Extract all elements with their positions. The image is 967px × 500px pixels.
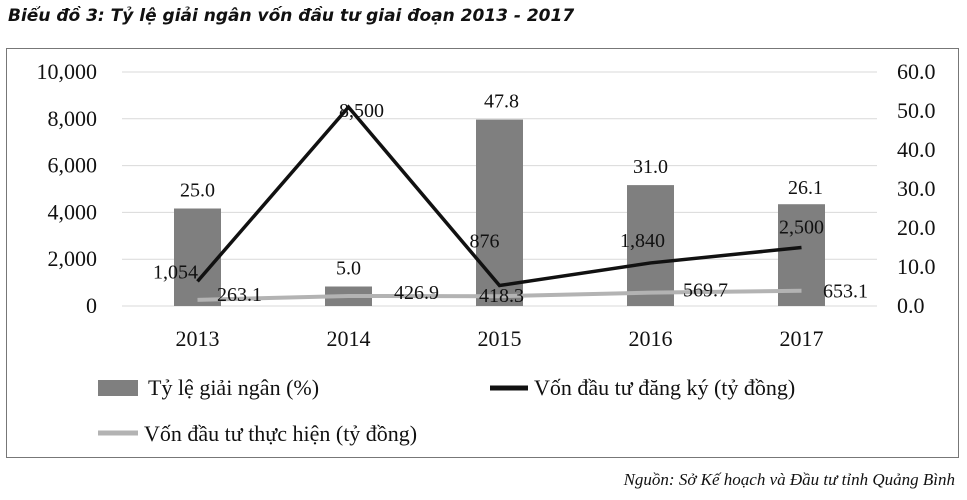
bar <box>627 185 674 306</box>
x-axis-tick-label: 2013 <box>176 326 220 351</box>
implemented-capital-line <box>197 288 802 302</box>
implemented-data-label: 263.1 <box>217 284 262 306</box>
bar-data-label: 25.0 <box>180 180 215 202</box>
x-axis-tick-label: 2017 <box>780 326 824 351</box>
legend-label-disbursement-rate: Tỷ lệ giải ngân (%) <box>148 375 319 400</box>
bar-data-label: 26.1 <box>788 177 823 199</box>
legend-label-registered-capital: Vốn đầu tư đăng ký (tỷ đồng) <box>534 375 795 400</box>
x-axis-tick-label: 2014 <box>327 326 371 351</box>
left-axis-tick-label: 10,000 <box>37 59 98 84</box>
implemented-data-label: 569.7 <box>683 280 728 302</box>
implemented-data-label: 653.1 <box>823 281 868 303</box>
x-axis-tick-label: 2015 <box>478 326 522 351</box>
bar-data-label: 47.8 <box>484 91 519 113</box>
combo-chart: 0 2,000 4,000 6,000 8,000 10,000 0.0 10.0 20.0 30… <box>37 59 936 446</box>
bar-data-label: 5.0 <box>336 258 361 280</box>
legend: Tỷ lệ giải ngân (%) Vốn đầu tư đăng ký (t… <box>98 375 795 446</box>
implemented-data-label: 426.9 <box>394 282 439 304</box>
x-axis-tick-label: 2016 <box>629 326 673 351</box>
source-note: Nguồn: Sở Kế hoạch và Đầu tư tỉnh Quảng … <box>623 470 955 489</box>
registered-data-label: 876 <box>470 231 500 253</box>
left-axis-tick-label: 4,000 <box>48 199 98 224</box>
bar <box>174 208 221 306</box>
right-axis-tick-label: 0.0 <box>897 293 925 318</box>
right-axis-tick-label: 10.0 <box>897 254 936 279</box>
registered-data-label: 8,500 <box>339 100 384 122</box>
axes: 0 2,000 4,000 6,000 8,000 10,000 0.0 10.0 20.0 30… <box>37 59 936 351</box>
right-axis-tick-label: 30.0 <box>897 176 936 201</box>
right-axis-tick-label: 60.0 <box>897 59 936 84</box>
registered-data-label: 1,840 <box>620 230 665 252</box>
line-series <box>196 104 802 302</box>
legend-label-implemented-capital: Vốn đầu tư thực hiện (tỷ đồng) <box>144 421 417 446</box>
right-axis-tick-label: 20.0 <box>897 215 936 240</box>
implemented-data-label: 418.3 <box>479 285 524 307</box>
left-axis-tick-label: 2,000 <box>48 246 98 271</box>
bar-data-label: 31.0 <box>633 156 668 178</box>
right-axis-tick-label: 40.0 <box>897 137 936 162</box>
bar <box>476 119 523 306</box>
right-axis-tick-label: 50.0 <box>897 98 936 123</box>
registered-capital-line <box>196 104 802 288</box>
data-labels: 25.0 5.0 47.8 31.0 26.1 1,054 8,500 876 1,840 2,5… <box>153 91 868 308</box>
legend-swatch-bar <box>98 380 138 396</box>
left-axis-tick-label: 0 <box>86 293 97 318</box>
left-axis-tick-label: 6,000 <box>48 153 98 178</box>
bar-series <box>174 119 825 306</box>
chart-title: Biểu đồ 3: Tỷ lệ giải ngân vốn đầu tư gi… <box>8 6 575 26</box>
chart-frame <box>6 48 959 458</box>
left-axis-tick-label: 8,000 <box>48 106 98 131</box>
registered-data-label: 2,500 <box>779 217 824 239</box>
registered-data-label: 1,054 <box>153 261 198 283</box>
